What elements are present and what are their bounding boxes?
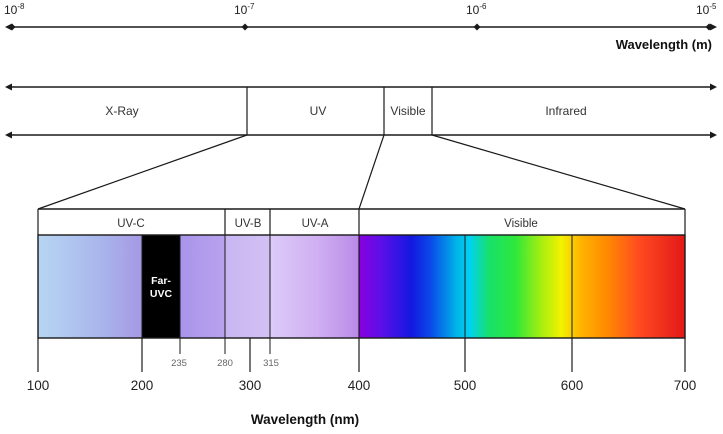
major-tick-label: 200 bbox=[131, 378, 154, 393]
band-label-visible: Visible bbox=[504, 218, 538, 230]
uvc-upper-band-fill bbox=[180, 235, 225, 338]
minor-tick-label: 235 bbox=[171, 358, 187, 369]
top-tick-label: 10-7 bbox=[234, 2, 255, 17]
uvb-band-fill bbox=[225, 235, 270, 338]
top-tick-label: 10-5 bbox=[696, 2, 717, 17]
top-tick-label: 10-8 bbox=[4, 2, 25, 17]
region-top-right-arrow bbox=[710, 83, 717, 91]
region-bottom-left-arrow bbox=[5, 131, 12, 139]
zoom-connector-line bbox=[37, 134, 248, 210]
region-label-infrared: Infrared bbox=[545, 104, 586, 118]
visible-band-fill bbox=[359, 235, 685, 338]
region-bottom-right-arrow bbox=[710, 131, 717, 139]
top-axis: 10-8 10-7 10-6 10-5 Wavelength (m) bbox=[4, 2, 717, 52]
far-uvc-band-fill bbox=[142, 235, 180, 338]
spectrum-bar: Far- UVC bbox=[37, 234, 686, 339]
region-label-xray: X-Ray bbox=[105, 104, 138, 118]
band-label-uvb: UV-B bbox=[235, 218, 262, 230]
zoom-connector-line bbox=[358, 134, 385, 210]
major-tick-label: 500 bbox=[454, 378, 477, 393]
bottom-axis-title: Wavelength (nm) bbox=[251, 412, 359, 427]
minor-tick-label: 315 bbox=[263, 358, 279, 369]
band-label-uvc: UV-C bbox=[117, 218, 144, 230]
major-tick-label: 600 bbox=[561, 378, 584, 393]
major-tick-label: 300 bbox=[239, 378, 262, 393]
zoom-connectors bbox=[37, 134, 686, 210]
region-label-visible: Visible bbox=[390, 104, 425, 118]
top-axis-title: Wavelength (m) bbox=[616, 37, 712, 52]
region-label-uv: UV bbox=[310, 104, 327, 118]
top-axis-tick-mark bbox=[8, 23, 16, 31]
spectrum-bar-outline bbox=[37, 234, 686, 339]
uva-band-fill bbox=[270, 235, 359, 338]
band-header: UV-C UV-B UV-A Visible bbox=[37, 208, 686, 235]
far-uvc-label-line2: UVC bbox=[150, 288, 173, 300]
top-tick-label: 10-6 bbox=[466, 2, 487, 17]
minor-tick-label: 280 bbox=[217, 358, 233, 369]
major-tick-label: 700 bbox=[674, 378, 697, 393]
zoom-connector-line bbox=[431, 134, 686, 210]
far-uvc-label-line1: Far- bbox=[151, 275, 171, 287]
top-axis-tick-mark bbox=[473, 23, 481, 31]
uvc-band-fill bbox=[38, 235, 142, 338]
spectrum-regions: X-Ray UV Visible Infrared bbox=[5, 83, 717, 139]
region-top-left-arrow bbox=[5, 83, 12, 91]
major-tick-label: 400 bbox=[348, 378, 371, 393]
bottom-axis: 235 280 315 100 200 300 400 500 600 700 … bbox=[27, 338, 697, 427]
top-axis-tick-mark bbox=[705, 23, 713, 31]
band-label-uva: UV-A bbox=[302, 218, 329, 230]
top-axis-tick-mark bbox=[241, 23, 249, 31]
major-tick-label: 100 bbox=[27, 378, 50, 393]
top-axis-right-arrow bbox=[710, 23, 717, 31]
